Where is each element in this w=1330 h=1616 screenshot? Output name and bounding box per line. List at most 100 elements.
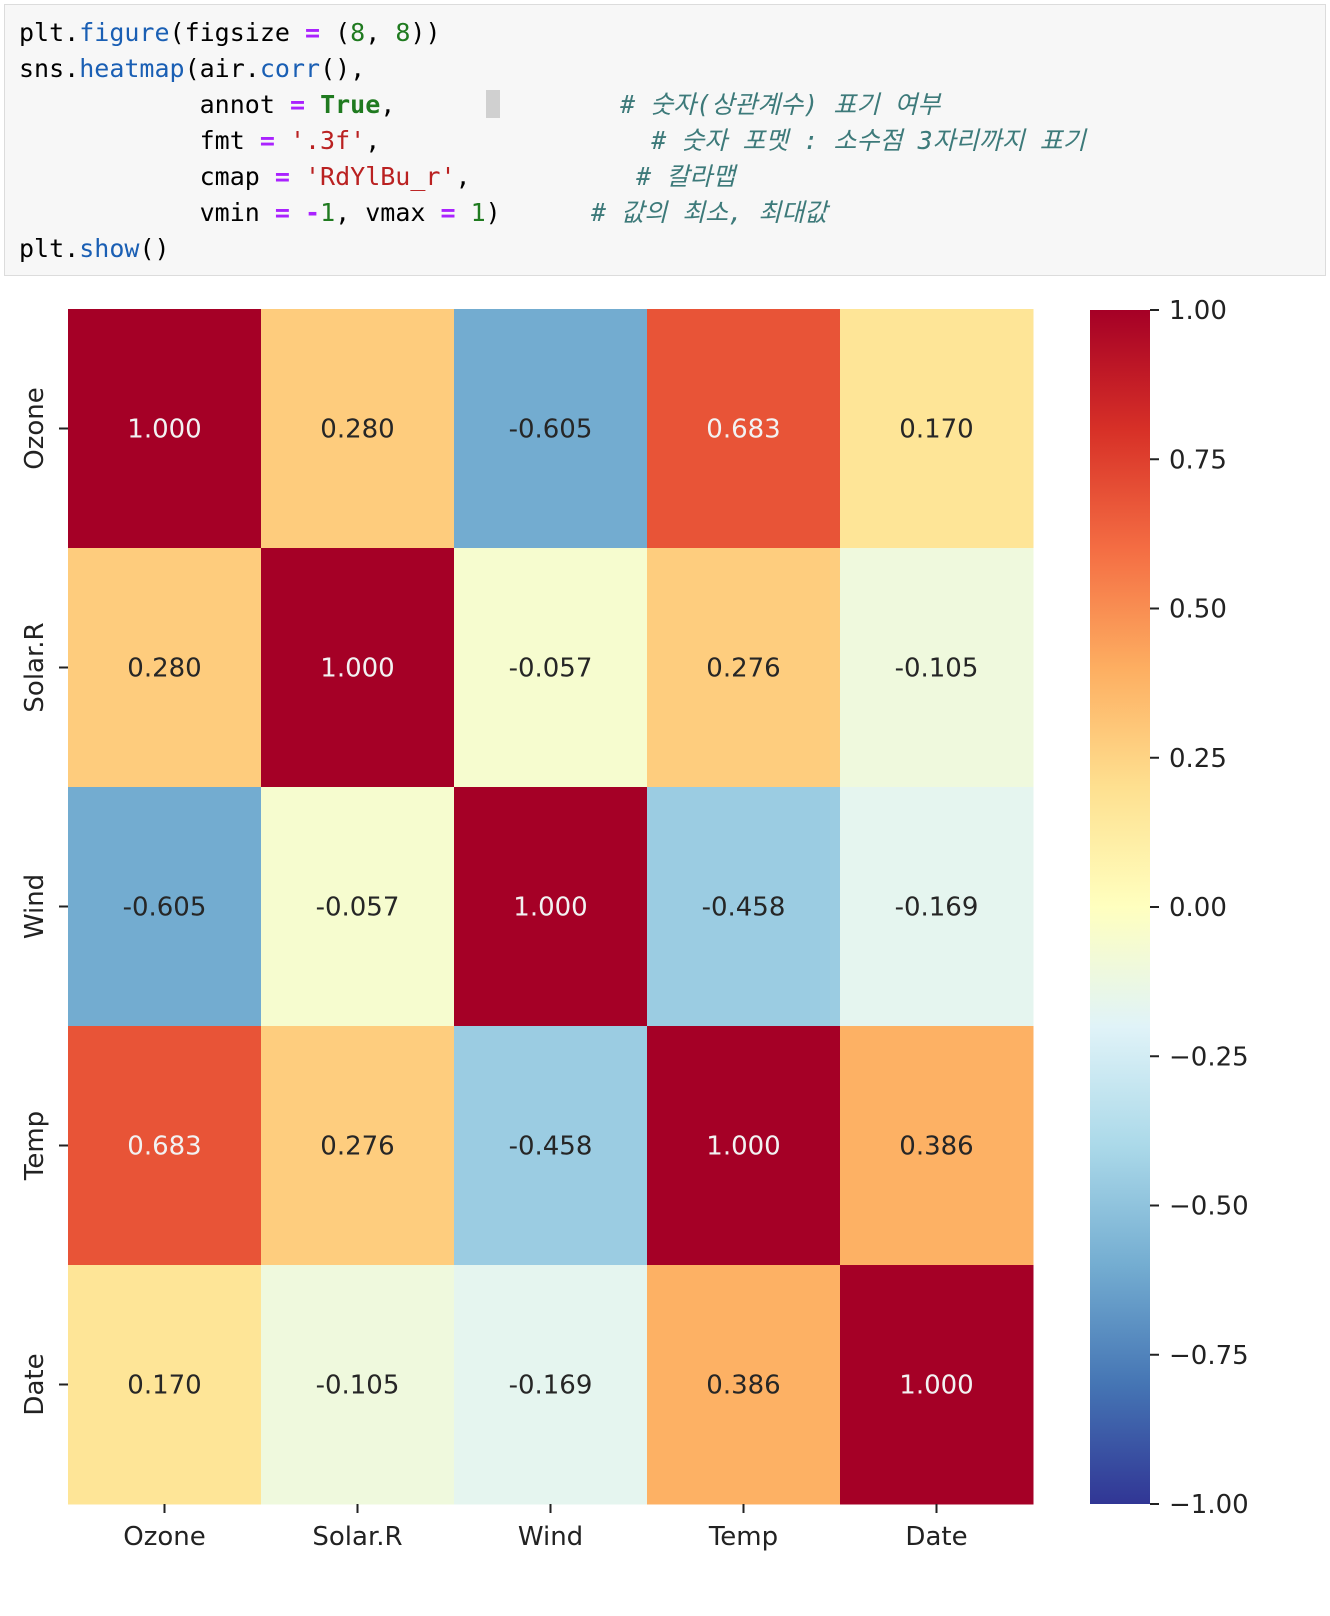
code-token: , — [380, 90, 396, 119]
y-tick-label: Temp — [20, 1111, 50, 1181]
colorbar-tick-label: 0.75 — [1169, 445, 1227, 475]
heatmap-cell — [647, 548, 841, 788]
code-token: # 값의 최소, 최대값 — [591, 198, 828, 227]
y-tick-label: Wind — [20, 874, 50, 939]
code-token: figure — [79, 18, 170, 47]
cell-value-label: 0.280 — [320, 415, 394, 445]
code-line: fmt = '.3f', # 숫자 포멧 : 소수점 3자리까지 표기 — [19, 123, 1325, 159]
cell-value-label: -0.057 — [509, 654, 593, 684]
code-token — [275, 126, 290, 155]
code-line: plt.figure(figsize = (8, 8)) — [19, 15, 1325, 51]
x-tick-label: Temp — [708, 1522, 778, 1552]
code-line: annot = True, # 숫자(상관계수) 표기 여부 — [19, 87, 1325, 123]
colorbar-tick-label: −0.25 — [1169, 1042, 1249, 1072]
colorbar-tick-label: 1.00 — [1169, 296, 1227, 326]
code-token: 8 — [350, 18, 366, 47]
code-token: plt. — [19, 18, 80, 47]
code-token: ) — [485, 198, 592, 227]
code-token: , vmax — [335, 198, 441, 227]
code-token: 8 — [395, 18, 411, 47]
cell-value-label: -0.458 — [702, 893, 786, 923]
heatmap-cell — [647, 787, 841, 1027]
code-token: , — [455, 162, 637, 191]
heatmap-cell — [840, 1026, 1034, 1266]
x-tick-label: Wind — [518, 1522, 583, 1552]
code-token: '.3f' — [289, 126, 366, 155]
cell-value-label: -0.605 — [509, 415, 593, 445]
heatmap-cell — [261, 309, 455, 549]
code-token: () — [139, 234, 170, 263]
y-tick-label: Date — [20, 1353, 50, 1415]
cell-value-label: 0.276 — [706, 654, 780, 684]
colorbar-tick-label: −1.00 — [1169, 1490, 1249, 1520]
heatmap-cell — [454, 1265, 648, 1505]
code-token — [456, 198, 471, 227]
code-token: # 숫자 포멧 : 소수점 3자리까지 표기 — [651, 126, 1086, 155]
code-cell[interactable]: plt.figure(figsize = (8, 8)) sns.heatmap(… — [4, 4, 1326, 276]
code-token: # 칼라맵 — [636, 162, 736, 191]
cell-value-label: 0.683 — [706, 415, 780, 445]
cell-value-label: 0.683 — [127, 1132, 201, 1162]
cell-value-label: 1.000 — [899, 1371, 973, 1401]
heatmap-cell — [840, 1265, 1034, 1505]
y-tick-label: Ozone — [20, 387, 50, 470]
heatmap-cell — [454, 1026, 648, 1266]
heatmap-cell — [454, 309, 648, 549]
heatmap-cell — [454, 787, 648, 1027]
heatmap-cells — [68, 309, 1034, 1505]
code-token: = — [305, 18, 321, 47]
x-axis: Ozone Solar.R Wind Temp Date — [123, 1504, 968, 1552]
code-token: sns. — [19, 54, 80, 83]
heatmap-cell — [68, 309, 262, 549]
heatmap-annotations: 1.000 0.280 -0.605 0.683 0.170 0.280 1.000 -0.0… — [123, 415, 979, 1401]
heatmap-cell — [647, 1265, 841, 1505]
y-axis: Ozone Solar.R Wind Temp Date — [20, 387, 68, 1416]
heatmap-figure: 1.000 0.280 -0.605 0.683 0.170 0.280 1.000 -0.0… — [20, 296, 1249, 1552]
colorbar-tick-label: 0.00 — [1169, 893, 1227, 923]
code-token: show — [79, 234, 140, 263]
cell-value-label: 1.000 — [127, 415, 201, 445]
code-token: vmin — [19, 198, 275, 227]
cell-value-label: -0.169 — [509, 1371, 593, 1401]
cell-value-label: 1.000 — [706, 1132, 780, 1162]
code-token: cmap — [19, 162, 275, 191]
code-token: , — [365, 126, 652, 155]
colorbar-axis: 1.00 0.75 0.50 0.25 0.00 −0.25 −0.50 −0.75 −1.00 — [1150, 296, 1249, 1520]
cell-value-label: 1.000 — [513, 893, 587, 923]
cell-value-label: -0.105 — [316, 1371, 400, 1401]
code-token: 'RdYlBu_r' — [305, 162, 456, 191]
colorbar-tick-label: −0.75 — [1169, 1341, 1249, 1371]
code-token — [395, 90, 485, 119]
code-token — [305, 90, 320, 119]
code-token: ( — [320, 18, 351, 47]
code-line: cmap = 'RdYlBu_r', # 칼라맵 — [19, 159, 1325, 195]
code-token: = — [440, 198, 456, 227]
cell-value-label: -0.057 — [316, 893, 400, 923]
heatmap-cell — [647, 309, 841, 549]
colorbar-tick-label: 0.25 — [1169, 744, 1227, 774]
code-token: , — [365, 18, 396, 47]
code-token: # 숫자(상관계수) 표기 여부 — [620, 90, 941, 119]
code-token: (), — [320, 54, 366, 83]
heatmap-cell — [68, 787, 262, 1027]
cell-value-label: 0.170 — [899, 415, 973, 445]
code-token: (air. — [184, 54, 260, 83]
code-token: heatmap — [79, 54, 185, 83]
code-token: True — [320, 90, 381, 119]
code-token: (figsize — [169, 18, 305, 47]
cell-value-label: 0.280 — [127, 654, 201, 684]
code-token: annot — [19, 90, 290, 119]
code-token: = — [274, 198, 290, 227]
cell-value-label: 0.386 — [899, 1132, 973, 1162]
code-line: plt.show() — [19, 231, 1325, 267]
heatmap-cell — [68, 1265, 262, 1505]
cell-value-label: -0.458 — [509, 1132, 593, 1162]
x-tick-label: Ozone — [123, 1522, 206, 1552]
code-token: 1 — [470, 198, 486, 227]
cell-value-label: 0.170 — [127, 1371, 201, 1401]
heatmap-cell — [68, 1026, 262, 1266]
heatmap-cell — [261, 548, 455, 788]
colorbar-tick-label: 0.50 — [1169, 595, 1227, 625]
x-tick-label: Date — [905, 1522, 967, 1552]
heatmap-cell — [647, 1026, 841, 1266]
